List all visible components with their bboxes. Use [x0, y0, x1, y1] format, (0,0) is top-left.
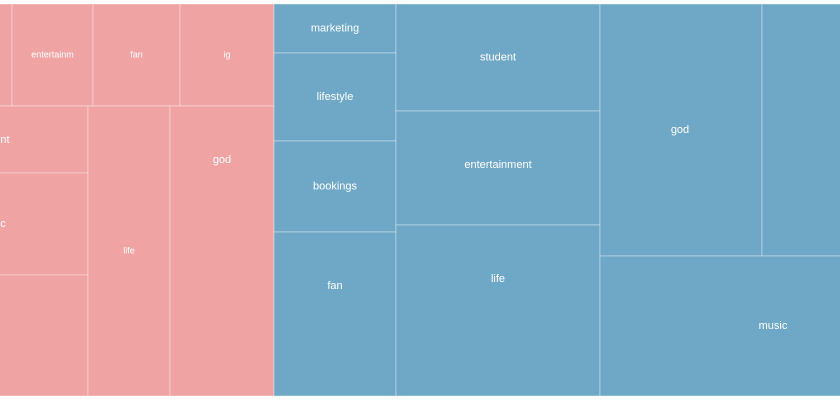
treemap-tile-label: life: [491, 273, 505, 285]
treemap-tile[interactable]: [599, 255, 840, 397]
treemap-tile[interactable]: [0, 3, 13, 107]
treemap-tile-label: ig: [223, 49, 230, 59]
treemap-tile-label: life: [123, 245, 135, 255]
treemap-tile-label: student: [480, 51, 516, 63]
treemap-tile[interactable]: [92, 3, 181, 107]
treemap-group-2: marketing lifestyle bookings fan student ente…: [273, 3, 840, 397]
treemap-tile[interactable]: [273, 231, 397, 397]
treemap-tile-label: music: [759, 320, 788, 332]
treemap-tile[interactable]: [179, 3, 275, 107]
treemap-tile-label: god: [213, 154, 231, 166]
treemap-tile-label: fan: [327, 280, 342, 292]
treemap-tile[interactable]: [395, 224, 601, 397]
treemap-tile[interactable]: [0, 274, 89, 397]
treemap-tile-label: entertainm: [31, 49, 74, 59]
treemap-tile-label: marketing: [311, 22, 359, 34]
treemap-tile-label: bookings: [313, 180, 358, 192]
treemap-tile[interactable]: [87, 105, 171, 397]
treemap-tile-label: c: [0, 218, 6, 230]
treemap-tile-label: lifestyle: [317, 91, 354, 103]
treemap-tile[interactable]: [761, 3, 840, 257]
treemap-group-1: entertainm fan ig nt c life god: [0, 3, 275, 397]
treemap-tile[interactable]: [599, 3, 763, 257]
treemap-tile[interactable]: [0, 105, 89, 174]
treemap-tile-label: entertainment: [464, 159, 531, 171]
treemap-tile[interactable]: [0, 172, 89, 276]
treemap-tile-label: fan: [130, 49, 143, 59]
treemap-tile[interactable]: [11, 3, 94, 107]
treemap-tile-label: nt: [0, 134, 9, 146]
treemap-tile[interactable]: [169, 105, 275, 397]
treemap-tile[interactable]: [273, 52, 397, 142]
treemap-tile[interactable]: [395, 3, 601, 112]
treemap-tile-label: god: [671, 124, 689, 136]
